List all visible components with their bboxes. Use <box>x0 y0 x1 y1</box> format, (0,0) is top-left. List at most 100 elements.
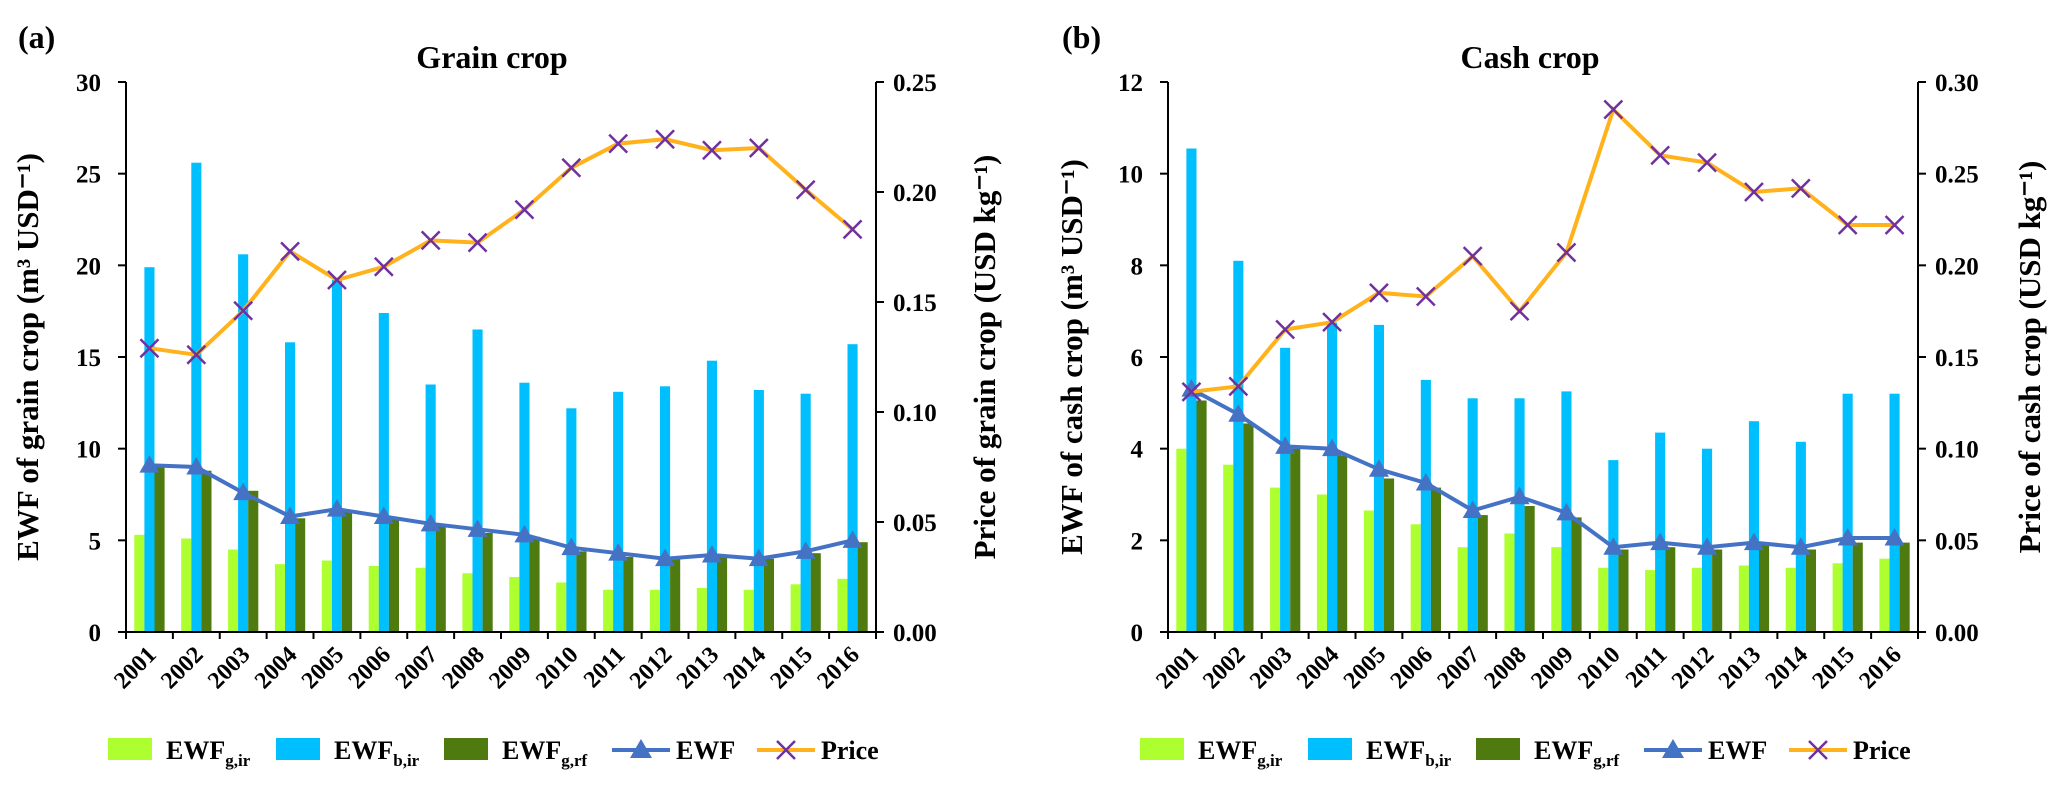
bar-ewf-g-ir <box>509 577 520 632</box>
legend-label-base: EWF <box>334 736 393 765</box>
price-marker <box>420 230 441 251</box>
bar-ewf-g-rf <box>670 558 681 632</box>
bar-ewf-b-ir <box>1327 322 1338 632</box>
bar-ewf-b-ir <box>425 384 436 632</box>
price-marker <box>186 344 207 365</box>
chart-title: Grain crop <box>416 39 567 75</box>
x-tick-label: 2011 <box>579 642 630 693</box>
right-tick-label: 0.10 <box>1935 437 1979 464</box>
bar-ewf-g-rf <box>1759 544 1770 632</box>
x-tick-label: 2012 <box>625 642 677 694</box>
x-tick-label: 2007 <box>391 642 443 694</box>
price-marker <box>280 241 300 262</box>
price-marker <box>1322 312 1342 333</box>
legend-label-subscript: g,ir <box>1257 751 1282 770</box>
bar-ewf-g-ir <box>181 538 192 632</box>
right-tick-label: 0.25 <box>893 70 937 97</box>
ewf-marker <box>748 548 769 567</box>
price-marker <box>1603 99 1624 120</box>
legend-swatch <box>1476 738 1520 760</box>
bar-ewf-g-ir <box>1316 494 1327 632</box>
bar-ewf-g-rf <box>248 490 259 632</box>
bar-ewf-b-ir <box>1655 432 1666 632</box>
legend-label: EWFb,ir <box>334 736 420 770</box>
x-tick-label: 2005 <box>297 642 349 694</box>
ewf-marker <box>842 530 863 548</box>
price-line <box>1191 105 1895 394</box>
left-tick-label: 10 <box>76 437 101 464</box>
price-marker <box>1837 215 1858 235</box>
legend-label-subscript: g,rf <box>1593 751 1619 770</box>
x-tick-label: 2014 <box>719 642 771 694</box>
right-axis-label: Price of cash crop (USD kg⁻¹) <box>2012 161 2047 554</box>
ewf-marker <box>1556 502 1577 521</box>
bar-ewf-g-ir <box>696 588 707 632</box>
bar-ewf-g-rf <box>810 553 821 632</box>
right-tick-label: 0.15 <box>893 290 937 317</box>
legend-label-base: EWF <box>676 736 735 765</box>
price-line <box>149 137 854 357</box>
ewf-marker <box>1837 528 1858 546</box>
bar-ewf-g-rf <box>201 470 212 632</box>
legend-item: EWFg,rf <box>1476 736 1620 770</box>
bar-ewf-g-ir <box>743 589 754 632</box>
left-tick-label: 6 <box>1131 345 1144 372</box>
ewf-marker <box>1743 532 1764 551</box>
legend-label: EWFg,rf <box>502 736 588 770</box>
x-tick-label: 2010 <box>531 642 583 694</box>
bar-ewf-g-rf <box>1337 455 1348 632</box>
right-tick-label: 0.00 <box>893 620 937 647</box>
ewf-marker <box>1650 532 1671 551</box>
x-tick-label: 2001 <box>1151 642 1203 694</box>
ewf-marker <box>701 545 722 563</box>
bar-ewf-b-ir <box>1889 393 1900 632</box>
left-tick-label: 2 <box>1131 528 1144 555</box>
legend-item: EWFg,ir <box>1140 736 1283 770</box>
bar-ewf-g-rf <box>857 542 868 632</box>
ewf-line <box>149 463 854 561</box>
bar-ewf-g-rf <box>342 511 353 632</box>
bar-ewf-b-ir <box>331 280 342 632</box>
bar-ewf-g-rf <box>388 518 399 632</box>
bar-ewf-g-rf <box>1243 423 1254 632</box>
legend-label: EWFg,rf <box>1534 736 1620 770</box>
legend-label-base: EWF <box>1198 736 1257 765</box>
x-tick-label: 2015 <box>1808 642 1860 694</box>
bar-ewf-g-ir <box>368 566 379 632</box>
bar-ewf-g-rf <box>1665 547 1676 632</box>
legend-swatch <box>444 738 488 760</box>
legend-label-base: EWF <box>1366 736 1425 765</box>
bar-ewf-g-ir <box>649 589 660 632</box>
x-tick-label: 2006 <box>344 642 396 694</box>
bar-ewf-g-ir <box>1176 448 1187 632</box>
right-tick-label: 0.20 <box>1935 253 1979 280</box>
price-marker <box>842 219 863 240</box>
price-marker <box>1556 242 1577 263</box>
bar-ewf-g-rf <box>1618 549 1629 632</box>
bar-ewf-g-ir <box>1410 524 1421 632</box>
bar-ewf-b-ir <box>285 342 296 632</box>
left-tick-label: 0 <box>89 620 102 647</box>
x-tick-label: 2009 <box>484 642 536 694</box>
legend-item: EWFb,ir <box>276 736 420 770</box>
x-tick-label: 2014 <box>1761 642 1813 694</box>
x-tick-label: 2006 <box>1386 642 1438 694</box>
legend-label: Price <box>1853 736 1911 765</box>
x-tick-label: 2007 <box>1433 642 1485 694</box>
bar-ewf-b-ir <box>1514 398 1525 633</box>
bar-ewf-g-rf <box>1899 542 1910 632</box>
ewf-marker <box>1509 486 1530 505</box>
bar-ewf-b-ir <box>613 391 624 632</box>
legend-label-subscript: b,ir <box>1425 751 1451 770</box>
ewf-marker <box>561 537 582 556</box>
price-marker <box>608 133 629 154</box>
bar-ewf-g-ir <box>556 582 567 632</box>
left-axis-label: EWF of cash crop (m³ USD⁻¹) <box>1054 159 1089 555</box>
price-marker <box>1275 319 1296 340</box>
bar-ewf-g-rf <box>1290 448 1301 632</box>
legend-item: EWF <box>612 736 735 765</box>
right-tick-label: 0.00 <box>1935 620 1979 647</box>
ewf-marker <box>1368 459 1389 477</box>
bar-ewf-g-rf <box>1571 517 1582 632</box>
